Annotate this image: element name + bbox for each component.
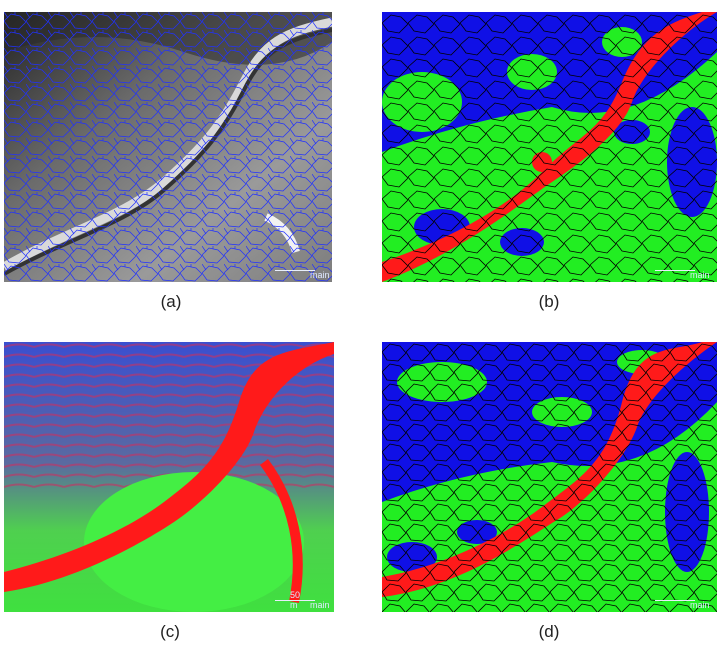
scale-bar [275, 600, 315, 601]
scale-label: main [690, 270, 710, 280]
caption-a: (a) [160, 292, 182, 311]
caption-b: (b) [538, 292, 560, 311]
caption-d: (d) [538, 622, 560, 641]
feature-composite-image [4, 342, 334, 612]
classified-segments-image-alt [382, 342, 717, 612]
scale-value: 50 m [290, 590, 301, 610]
scale-bar [655, 600, 695, 601]
scale-bar [275, 270, 315, 271]
scale-label: main [310, 600, 330, 610]
scale-label: main [310, 270, 330, 280]
scale-label: main [690, 600, 710, 610]
classified-segments-image [382, 12, 717, 282]
caption-c: (c) [160, 622, 180, 641]
hillshade-segmentation-image [4, 12, 332, 282]
scale-bar [655, 270, 695, 271]
